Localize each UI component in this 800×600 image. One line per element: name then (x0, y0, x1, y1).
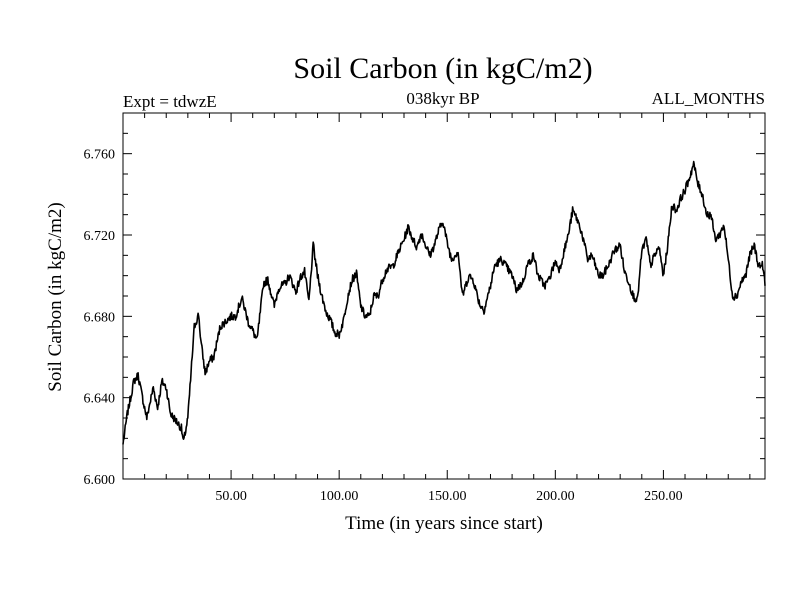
x-tick-label: 250.00 (644, 489, 683, 504)
y-tick-label: 6.680 (84, 310, 116, 325)
experiment-label: Expt = tdwzE (123, 92, 217, 111)
x-tick-label: 150.00 (428, 489, 467, 504)
period-label: 038kyr BP (406, 89, 479, 108)
y-axis-label: Soil Carbon (in kgC/m2) (45, 202, 66, 391)
x-tick-label: 50.00 (215, 489, 247, 504)
soil-carbon-series-line (122, 160, 766, 445)
axis-tick-labels: 50.00 100.00 150.00 200.00 250.00 6.600 6.640 6… (84, 148, 683, 504)
plot-area (122, 112, 766, 480)
y-tick-label: 6.720 (84, 229, 116, 244)
chart-title: Soil Carbon (in kgC/m2) (293, 52, 592, 85)
plot-border (122, 112, 766, 480)
axis-ticks (123, 113, 765, 479)
y-tick-label: 6.600 (84, 473, 116, 488)
data-series (122, 160, 766, 445)
y-tick-label: 6.640 (84, 392, 116, 407)
months-label: ALL_MONTHS (652, 89, 765, 108)
x-tick-label: 100.00 (320, 489, 359, 504)
y-tick-label: 6.760 (84, 148, 116, 163)
x-tick-label: 200.00 (536, 489, 575, 504)
x-axis-label: Time (in years since start) (345, 513, 543, 534)
